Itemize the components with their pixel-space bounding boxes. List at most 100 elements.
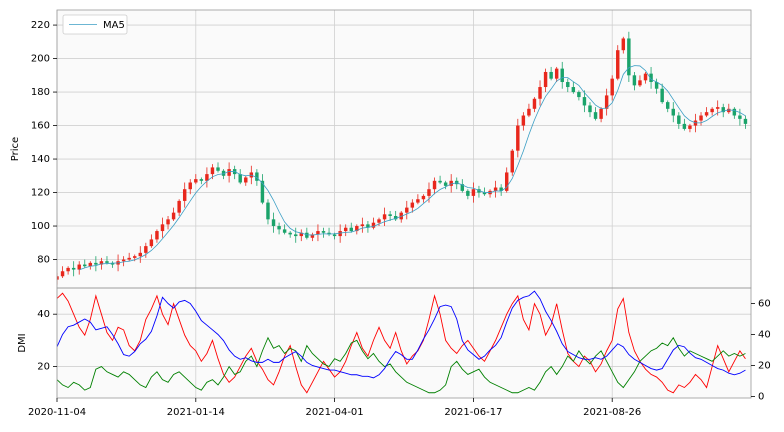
candle-body: [99, 261, 104, 265]
x-tick-label: 2021-06-17: [444, 407, 502, 418]
candle-body: [554, 68, 559, 79]
candle-body: [166, 219, 170, 225]
price-marks: [57, 31, 748, 285]
candle-body: [671, 108, 675, 116]
candle-body: [366, 224, 370, 228]
candle-body: [499, 187, 503, 191]
dmi-frame: [56, 287, 752, 399]
candle-body: [294, 234, 298, 237]
candle-body: [421, 195, 426, 200]
candle-body: [482, 192, 487, 195]
candle-body: [410, 202, 415, 208]
candle-body: [438, 180, 442, 183]
candle-body: [210, 167, 215, 175]
candle-body: [127, 257, 131, 260]
candle-body: [727, 108, 731, 113]
candle-body: [638, 80, 642, 86]
y-tick-label: 220: [31, 20, 50, 31]
candle-body: [60, 271, 65, 277]
candle-body: [582, 97, 587, 106]
candle-body: [621, 38, 626, 51]
y2-tick-label: 0: [758, 391, 764, 402]
axes: 2020-11-04 2021-01-14 2021-04-01 2021-06-17…: [28, 14, 771, 418]
y2-tick-label: 20: [758, 360, 771, 371]
candle-body: [227, 169, 231, 176]
candle-body: [360, 224, 365, 227]
legend-label: MA5: [103, 20, 125, 31]
candle-body: [255, 172, 259, 181]
ma-line: [79, 65, 746, 271]
candle-body: [388, 214, 392, 216]
candle-body: [405, 207, 409, 213]
candle-body: [704, 112, 709, 116]
candle-body: [682, 123, 687, 129]
candle-body: [71, 267, 76, 270]
candle-body: [549, 71, 553, 79]
candle-body: [588, 105, 592, 113]
candle-body: [182, 189, 187, 201]
candle-body: [627, 38, 631, 76]
candle-body: [521, 115, 526, 126]
candle-body: [599, 108, 603, 119]
y-tick-label: 200: [31, 54, 50, 65]
price-panel: [57, 10, 751, 288]
y-axis-label: Price: [10, 137, 21, 161]
candle-body: [316, 231, 320, 235]
candle-body: [566, 82, 570, 88]
y-tick-label: 160: [31, 121, 50, 132]
candle-body: [738, 115, 742, 119]
candle-body: [221, 170, 226, 176]
candle-body: [382, 214, 387, 220]
x-tick-label: 2020-11-04: [28, 407, 86, 418]
candle-body: [310, 234, 315, 238]
candle-body: [710, 108, 714, 113]
y-tick-label: 20: [37, 362, 50, 373]
candle-body: [305, 232, 309, 238]
candle-body: [282, 229, 287, 233]
candle-body: [616, 50, 620, 79]
candle-body: [643, 73, 648, 81]
candle-body: [654, 82, 659, 89]
y-tick-label: 80: [37, 255, 50, 266]
y-tick-label: 40: [37, 309, 50, 320]
candle-body: [688, 125, 692, 129]
candle-body: [177, 200, 181, 213]
candle-body: [332, 234, 337, 237]
candle-body: [432, 180, 437, 190]
y-tick-label: 140: [31, 154, 50, 165]
candle-body: [144, 246, 148, 253]
candle-body: [216, 167, 220, 171]
candle-body: [66, 267, 70, 272]
candle-body: [732, 108, 737, 116]
candle-body: [94, 262, 98, 265]
candle-body: [504, 172, 509, 191]
candle-body: [299, 232, 304, 237]
candle-body: [110, 262, 115, 265]
candle-body: [427, 189, 431, 196]
candle-body: [57, 276, 59, 280]
candle-body: [238, 174, 242, 183]
candle-body: [349, 227, 353, 232]
x-tick-label: 2021-01-14: [167, 407, 225, 418]
candle-body: [83, 264, 87, 267]
dmi-marks: [57, 290, 746, 394]
candle-body: [171, 212, 176, 220]
x-tick-label: 2021-08-26: [583, 407, 641, 418]
candle-body: [527, 108, 531, 116]
candle-body: [721, 107, 725, 113]
x-tick-label: 2021-04-01: [306, 407, 364, 418]
candle-body: [443, 182, 448, 186]
candle-body: [677, 115, 681, 124]
candle-body: [160, 224, 165, 232]
candle-body: [260, 180, 265, 203]
candle-body: [343, 227, 348, 232]
candle-body: [393, 215, 398, 220]
candle-body: [199, 179, 204, 181]
candle-body: [466, 190, 470, 196]
candle-body: [327, 232, 331, 235]
candle-body: [610, 78, 614, 96]
candle-body: [649, 73, 653, 83]
dmi-line: [57, 290, 746, 379]
candle-body: [277, 226, 281, 230]
